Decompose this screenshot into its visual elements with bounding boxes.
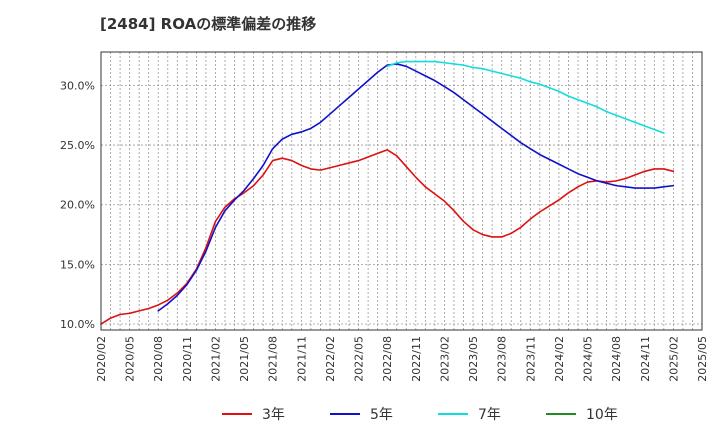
legend-label: 3年 — [262, 407, 285, 423]
y-tick-label: 15.0% — [60, 258, 95, 271]
series-layer — [100, 60, 675, 325]
x-tick-label: 2025/05 — [696, 336, 709, 382]
x-tick-label: 2023/08 — [496, 336, 509, 382]
x-tick-label: 2021/11 — [295, 336, 308, 382]
x-tick-label: 2024/05 — [582, 336, 595, 382]
y-tick-label: 10.0% — [60, 318, 95, 331]
x-tick-label: 2020/11 — [181, 336, 194, 382]
x-tick-label: 2022/11 — [410, 336, 423, 382]
x-tick-label: 2020/05 — [124, 336, 137, 382]
legend-label: 5年 — [370, 407, 393, 423]
plot-frame — [100, 51, 703, 331]
x-tick-label: 2024/08 — [610, 336, 623, 382]
x-tick-label: 2020/08 — [152, 336, 165, 382]
x-tick-label: 2023/11 — [524, 336, 537, 382]
grid-layer — [101, 52, 702, 330]
x-tick-label: 2022/05 — [353, 336, 366, 382]
x-tick-label: 2025/02 — [667, 336, 680, 382]
y-tick-label: 20.0% — [60, 199, 95, 212]
x-tick-label: 2023/05 — [467, 336, 480, 382]
chart-title: [2484] ROAの標準偏差の推移 — [100, 15, 317, 33]
x-tick-label: 2023/02 — [438, 336, 451, 382]
x-tick-label: 2021/02 — [209, 336, 222, 382]
x-tick-label: 2021/05 — [238, 336, 251, 382]
legend-label: 10年 — [586, 407, 618, 423]
y-tick-layer: 10.0% 15.0% 20.0% 25.0% 30.0% — [60, 79, 95, 331]
x-tick-label: 2021/08 — [267, 336, 280, 382]
x-tick-label: 2020/02 — [95, 336, 108, 382]
x-tick-label: 2024/11 — [639, 336, 652, 382]
series-line-5年 — [157, 63, 675, 312]
x-tick-layer: 2020/02 2020/05 2020/08 2020/11 2021/02 2021/… — [95, 336, 709, 382]
legend-label: 7年 — [478, 407, 501, 423]
x-tick-label: 2024/02 — [553, 336, 566, 382]
y-tick-label: 25.0% — [60, 139, 95, 152]
x-tick-label: 2022/02 — [324, 336, 337, 382]
y-tick-label: 30.0% — [60, 79, 95, 92]
legend-layer: 3年 5年 7年 10年 — [222, 407, 618, 423]
x-tick-label: 2022/08 — [381, 336, 394, 382]
series-line-7年 — [386, 60, 665, 134]
